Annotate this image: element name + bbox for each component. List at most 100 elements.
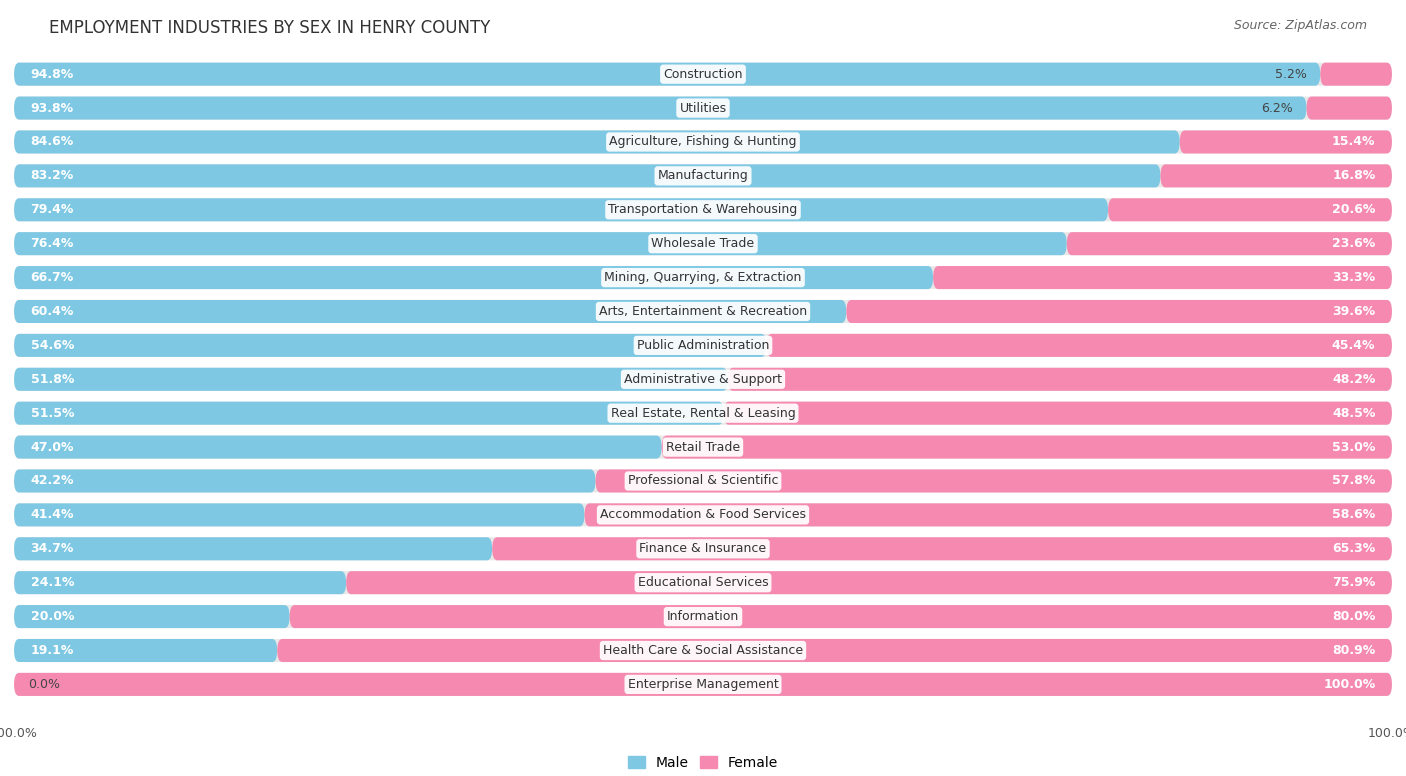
FancyBboxPatch shape <box>1180 130 1392 154</box>
Text: 66.7%: 66.7% <box>31 271 75 284</box>
Text: 19.1%: 19.1% <box>31 644 75 657</box>
Text: 24.1%: 24.1% <box>31 577 75 589</box>
Text: Finance & Insurance: Finance & Insurance <box>640 542 766 556</box>
FancyBboxPatch shape <box>14 469 596 493</box>
Text: 45.4%: 45.4% <box>1331 339 1375 352</box>
Text: 51.8%: 51.8% <box>31 372 75 386</box>
FancyBboxPatch shape <box>14 300 846 323</box>
FancyBboxPatch shape <box>585 504 1392 526</box>
Text: 53.0%: 53.0% <box>1331 441 1375 454</box>
Text: Accommodation & Food Services: Accommodation & Food Services <box>600 508 806 521</box>
FancyBboxPatch shape <box>277 639 1392 662</box>
FancyBboxPatch shape <box>14 300 1392 323</box>
FancyBboxPatch shape <box>14 402 724 424</box>
FancyBboxPatch shape <box>14 435 662 459</box>
Text: 47.0%: 47.0% <box>31 441 75 454</box>
Text: Health Care & Social Assistance: Health Care & Social Assistance <box>603 644 803 657</box>
Text: Retail Trade: Retail Trade <box>666 441 740 454</box>
Text: 80.0%: 80.0% <box>1331 610 1375 623</box>
Text: 76.4%: 76.4% <box>31 237 75 250</box>
FancyBboxPatch shape <box>14 232 1067 255</box>
FancyBboxPatch shape <box>14 165 1160 187</box>
FancyBboxPatch shape <box>14 130 1180 154</box>
Text: 48.5%: 48.5% <box>1331 407 1375 420</box>
FancyBboxPatch shape <box>14 63 1392 85</box>
FancyBboxPatch shape <box>766 334 1392 357</box>
Text: EMPLOYMENT INDUSTRIES BY SEX IN HENRY COUNTY: EMPLOYMENT INDUSTRIES BY SEX IN HENRY CO… <box>49 19 491 37</box>
Text: 34.7%: 34.7% <box>31 542 75 556</box>
FancyBboxPatch shape <box>14 673 1392 696</box>
Legend: Male, Female: Male, Female <box>623 750 783 775</box>
FancyBboxPatch shape <box>14 639 1392 662</box>
Text: 15.4%: 15.4% <box>1331 136 1375 148</box>
Text: 6.2%: 6.2% <box>1261 102 1292 115</box>
FancyBboxPatch shape <box>14 639 277 662</box>
FancyBboxPatch shape <box>728 368 1392 391</box>
Text: 94.8%: 94.8% <box>31 68 75 81</box>
Text: 5.2%: 5.2% <box>1275 68 1306 81</box>
Text: Construction: Construction <box>664 68 742 81</box>
FancyBboxPatch shape <box>14 165 1392 187</box>
Text: Utilities: Utilities <box>679 102 727 115</box>
FancyBboxPatch shape <box>346 571 1392 594</box>
FancyBboxPatch shape <box>1306 96 1392 120</box>
Text: Information: Information <box>666 610 740 623</box>
Text: 33.3%: 33.3% <box>1333 271 1375 284</box>
FancyBboxPatch shape <box>14 605 1392 628</box>
Text: 42.2%: 42.2% <box>31 474 75 487</box>
FancyBboxPatch shape <box>1067 232 1392 255</box>
FancyBboxPatch shape <box>14 571 1392 594</box>
FancyBboxPatch shape <box>14 96 1392 120</box>
FancyBboxPatch shape <box>14 96 1306 120</box>
FancyBboxPatch shape <box>14 571 346 594</box>
FancyBboxPatch shape <box>14 63 1320 85</box>
Text: 93.8%: 93.8% <box>31 102 73 115</box>
Text: 51.5%: 51.5% <box>31 407 75 420</box>
Text: 79.4%: 79.4% <box>31 203 75 217</box>
Text: Agriculture, Fishing & Hunting: Agriculture, Fishing & Hunting <box>609 136 797 148</box>
Text: 48.2%: 48.2% <box>1331 372 1375 386</box>
FancyBboxPatch shape <box>14 266 1392 289</box>
FancyBboxPatch shape <box>846 300 1392 323</box>
Text: 39.6%: 39.6% <box>1333 305 1375 318</box>
Text: 65.3%: 65.3% <box>1331 542 1375 556</box>
Text: 20.6%: 20.6% <box>1331 203 1375 217</box>
FancyBboxPatch shape <box>14 232 1392 255</box>
FancyBboxPatch shape <box>14 368 728 391</box>
Text: 16.8%: 16.8% <box>1331 169 1375 182</box>
FancyBboxPatch shape <box>14 504 1392 526</box>
Text: Arts, Entertainment & Recreation: Arts, Entertainment & Recreation <box>599 305 807 318</box>
Text: 83.2%: 83.2% <box>31 169 75 182</box>
FancyBboxPatch shape <box>14 198 1108 221</box>
FancyBboxPatch shape <box>14 469 1392 493</box>
FancyBboxPatch shape <box>14 198 1392 221</box>
FancyBboxPatch shape <box>14 673 1392 696</box>
FancyBboxPatch shape <box>14 537 492 560</box>
Text: 100.0%: 100.0% <box>1323 678 1375 691</box>
Text: Public Administration: Public Administration <box>637 339 769 352</box>
FancyBboxPatch shape <box>14 537 1392 560</box>
Text: Source: ZipAtlas.com: Source: ZipAtlas.com <box>1233 19 1367 33</box>
Text: 54.6%: 54.6% <box>31 339 75 352</box>
FancyBboxPatch shape <box>14 435 1392 459</box>
FancyBboxPatch shape <box>724 402 1392 424</box>
Text: Real Estate, Rental & Leasing: Real Estate, Rental & Leasing <box>610 407 796 420</box>
FancyBboxPatch shape <box>14 334 1392 357</box>
FancyBboxPatch shape <box>14 334 766 357</box>
FancyBboxPatch shape <box>1320 63 1392 85</box>
Text: 0.0%: 0.0% <box>28 678 60 691</box>
Text: Mining, Quarrying, & Extraction: Mining, Quarrying, & Extraction <box>605 271 801 284</box>
FancyBboxPatch shape <box>290 605 1392 628</box>
Text: 23.6%: 23.6% <box>1331 237 1375 250</box>
Text: Transportation & Warehousing: Transportation & Warehousing <box>609 203 797 217</box>
Text: 58.6%: 58.6% <box>1331 508 1375 521</box>
FancyBboxPatch shape <box>14 368 1392 391</box>
FancyBboxPatch shape <box>596 469 1392 493</box>
Text: 60.4%: 60.4% <box>31 305 75 318</box>
FancyBboxPatch shape <box>934 266 1392 289</box>
FancyBboxPatch shape <box>14 402 1392 424</box>
Text: Manufacturing: Manufacturing <box>658 169 748 182</box>
Text: Administrative & Support: Administrative & Support <box>624 372 782 386</box>
Text: 80.9%: 80.9% <box>1331 644 1375 657</box>
Text: Professional & Scientific: Professional & Scientific <box>627 474 779 487</box>
